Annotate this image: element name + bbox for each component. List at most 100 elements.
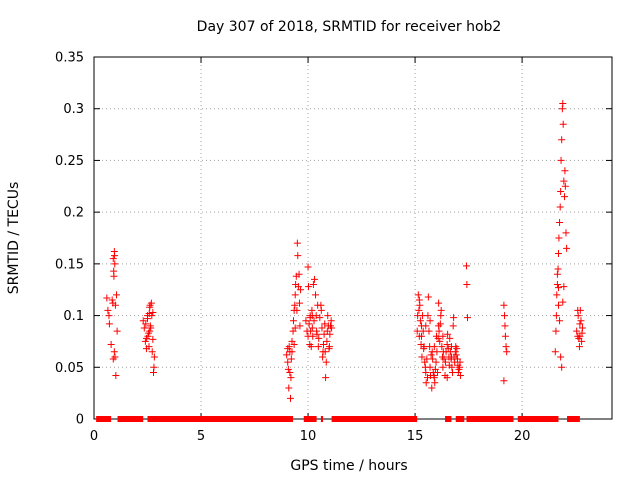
data-point	[448, 363, 456, 371]
data-point	[444, 330, 452, 338]
data-point	[312, 291, 320, 299]
data-point	[322, 358, 330, 366]
data-point	[501, 332, 509, 340]
data-point	[560, 283, 568, 291]
data-point	[424, 312, 432, 320]
data-point	[145, 343, 153, 351]
data-point	[293, 239, 301, 247]
data-point	[431, 379, 439, 387]
data-point	[574, 306, 582, 314]
y-tick-label: 0.2	[63, 206, 84, 221]
data-point	[308, 324, 316, 332]
y-tick-label: 0.3	[63, 102, 84, 117]
data-point	[554, 250, 562, 258]
y-axis: 0 0.05 0.1 0.15 0.2 0.25 0.3 0.35	[55, 51, 612, 428]
data-point	[558, 363, 566, 371]
data-point	[291, 301, 299, 309]
data-point	[578, 324, 586, 332]
data-point	[150, 363, 158, 371]
data-point	[436, 320, 444, 328]
data-point	[146, 303, 154, 311]
data-point	[437, 306, 445, 314]
data-point	[434, 368, 442, 376]
data-point	[552, 327, 560, 335]
data-point	[425, 327, 433, 335]
data-point	[439, 332, 447, 340]
data-point	[426, 363, 434, 371]
data-point	[289, 317, 297, 325]
data-point	[323, 337, 331, 345]
data-point	[417, 332, 425, 340]
data-point	[554, 284, 562, 292]
data-point	[146, 327, 154, 335]
data-point	[500, 377, 508, 385]
data-point	[113, 327, 121, 335]
data-point	[109, 355, 117, 363]
y-tick-label: 0.1	[63, 309, 84, 324]
data-point	[557, 156, 565, 164]
data-point	[111, 301, 119, 309]
data-point	[561, 167, 569, 175]
data-point	[286, 368, 294, 376]
data-point	[429, 355, 437, 363]
data-point	[443, 341, 451, 349]
data-point	[319, 341, 327, 349]
data-point	[560, 193, 568, 201]
data-point	[464, 314, 472, 322]
data-point	[304, 332, 312, 340]
data-point	[553, 270, 561, 278]
data-point	[435, 299, 443, 307]
data-point	[557, 187, 565, 195]
y-axis-title: SRMTID / TECUs	[6, 182, 22, 295]
data-point	[422, 379, 430, 387]
data-point	[304, 283, 312, 291]
data-point	[415, 296, 423, 304]
data-points	[103, 100, 586, 402]
data-point	[302, 317, 310, 325]
data-point	[308, 312, 316, 320]
data-point	[462, 262, 470, 270]
data-point	[450, 314, 458, 322]
data-point	[141, 337, 149, 345]
data-point	[577, 317, 585, 325]
data-point	[144, 332, 152, 340]
x-tick-label: 10	[300, 429, 317, 444]
data-point	[438, 343, 446, 351]
data-point	[557, 353, 565, 361]
data-point	[559, 120, 567, 128]
data-point	[559, 298, 567, 306]
y-tick-label: 0.25	[55, 154, 84, 169]
data-point	[288, 348, 296, 356]
data-point	[576, 332, 584, 340]
data-point	[426, 317, 434, 325]
data-point	[441, 358, 449, 366]
data-point	[573, 327, 581, 335]
y-tick-label: 0.05	[55, 361, 84, 376]
data-point	[315, 334, 323, 342]
data-point	[559, 100, 567, 108]
data-point	[111, 260, 119, 268]
data-point	[284, 345, 292, 353]
data-point	[575, 343, 583, 351]
data-point	[317, 306, 325, 314]
data-point	[295, 270, 303, 278]
data-point	[291, 324, 299, 332]
data-point	[560, 177, 568, 185]
data-point	[150, 353, 158, 361]
data-point	[295, 299, 303, 307]
data-point	[149, 335, 157, 343]
data-point	[422, 368, 430, 376]
data-point	[296, 322, 304, 330]
data-point	[556, 218, 564, 226]
data-point	[556, 203, 564, 211]
data-point	[322, 374, 330, 382]
data-point	[325, 343, 333, 351]
data-point	[284, 365, 292, 373]
data-point	[430, 343, 438, 351]
x-axis-title: GPS time / hours	[290, 458, 407, 474]
data-point	[287, 374, 295, 382]
data-point	[427, 351, 435, 359]
data-point	[321, 320, 329, 328]
x-tick-label: 20	[514, 429, 531, 444]
